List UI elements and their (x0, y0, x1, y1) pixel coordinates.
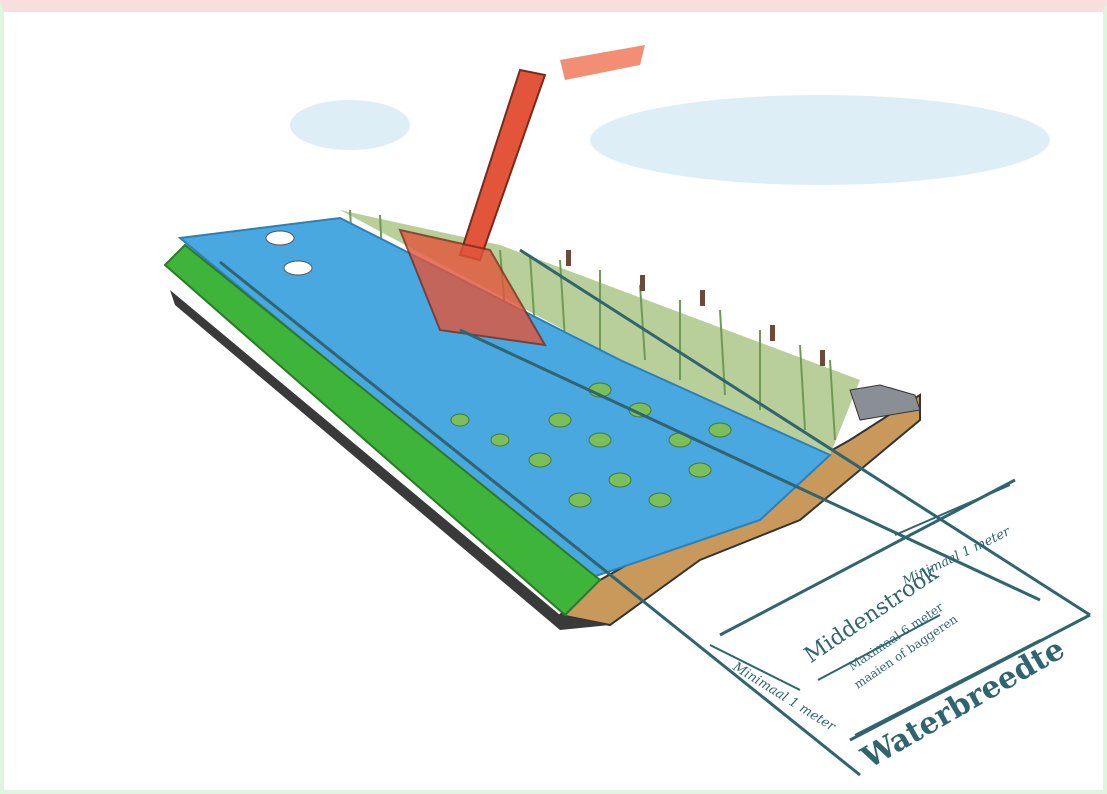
duck (283, 260, 313, 276)
lily-pads (450, 382, 732, 508)
grass-bank (163, 243, 602, 617)
duck (265, 230, 295, 246)
margin-label: Minimaal 1 meter (729, 659, 838, 735)
measure-lines (219, 248, 1091, 777)
cloud (290, 100, 410, 150)
mowing-bucket (398, 228, 547, 347)
cattails (566, 250, 825, 366)
smoke (560, 45, 645, 80)
dimension-arrows (709, 484, 1041, 736)
cloud (590, 95, 1050, 185)
water-width-title: Waterbreedte (855, 632, 1071, 777)
excavator-arm (458, 68, 547, 262)
stones (849, 384, 921, 421)
